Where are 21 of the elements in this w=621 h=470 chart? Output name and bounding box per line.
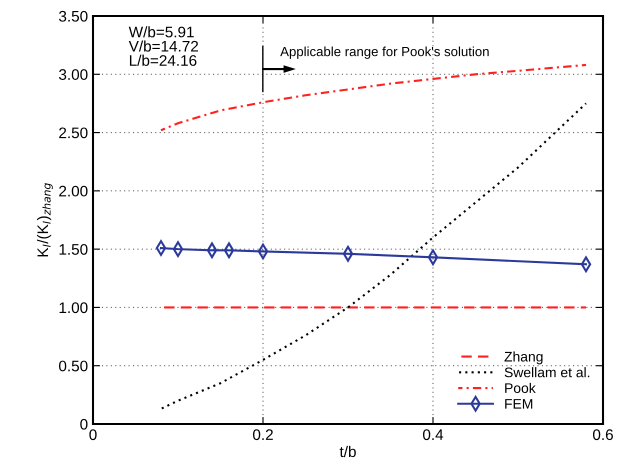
legend-label: Swellam et al. <box>504 367 590 378</box>
annotation: Applicable range for Pook's solution <box>280 46 489 59</box>
x-tick-label: 0.4 <box>422 429 444 440</box>
line-series <box>160 102 588 410</box>
legend-label: FEM <box>505 399 532 409</box>
y-tick-label: 3.50 <box>58 10 88 22</box>
x-axis-title: t/b <box>340 446 356 458</box>
y-tick-label: 0.50 <box>59 360 88 372</box>
y-axis-title: K$_{I}$/(K$_{I}$)$_{zhang}$ <box>36 183 53 256</box>
x-tick-label: 0 <box>89 429 97 440</box>
legend-label: Pook <box>505 382 536 394</box>
x-tick-label: 0.2 <box>252 429 273 440</box>
legend-label: Zhang <box>504 351 543 364</box>
y-tick-label: 1.00 <box>60 302 88 314</box>
y-tick-label: 1.50 <box>60 244 88 255</box>
y-tick-label: 3.00 <box>58 69 88 80</box>
y-tick-label: 0 <box>80 418 88 430</box>
y-tick-label: 2.00 <box>59 186 88 197</box>
annotation: W/b=5.91 V/b=14.72 L/b=24.16 <box>128 26 198 66</box>
y-tick-label: 2.50 <box>59 127 88 138</box>
x-tick-label: 0.6 <box>592 429 613 440</box>
